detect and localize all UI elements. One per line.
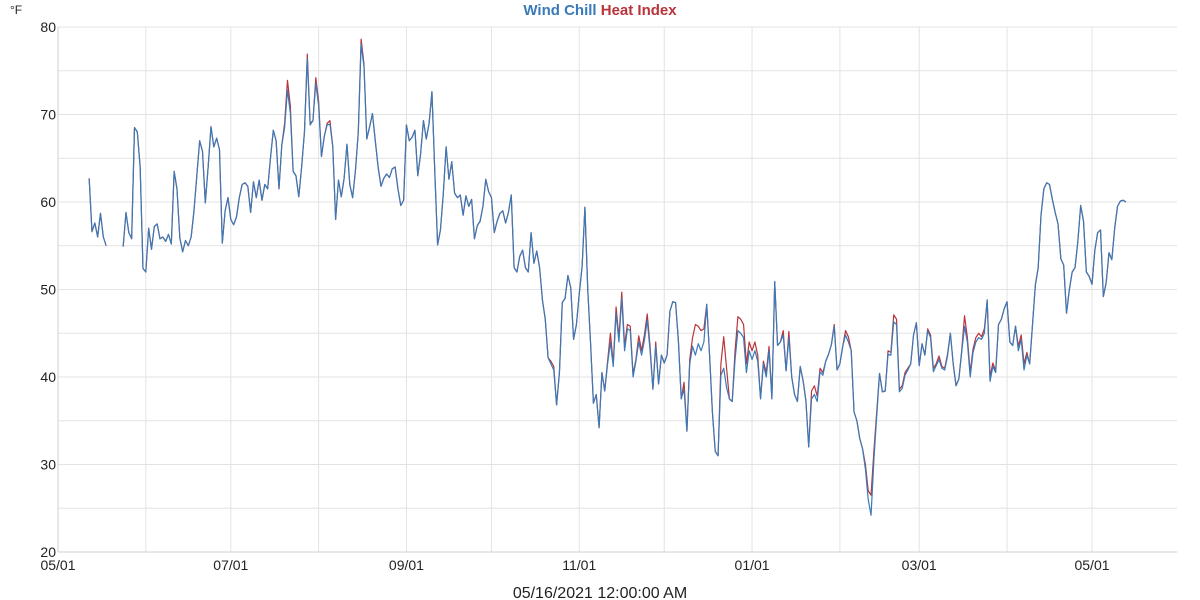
x-tick-label: 11/01: [562, 557, 596, 573]
x-axis-label: 05/16/2021 12:00:00 AM: [513, 585, 687, 600]
axes: [57, 27, 1177, 553]
y-tick-label: 50: [40, 282, 56, 298]
y-tick-label: 40: [40, 369, 56, 385]
grid: [58, 26, 1177, 552]
chart-title-part: Heat Index: [601, 2, 678, 19]
x-tick-label: 01/01: [735, 557, 770, 573]
series-line-wind-chill: [88, 43, 1127, 516]
series-line-heat-index: [88, 38, 1127, 496]
y-tick-label: 80: [40, 19, 56, 35]
x-tick-label: 07/01: [213, 557, 248, 573]
chart-title: Wind Chill Heat Index: [523, 2, 677, 19]
chart-title-text: Wind Chill Heat Index: [523, 2, 677, 19]
y-tick-label: 60: [40, 194, 56, 210]
x-axis-ticks: 05/01 07/01 09/01 11/01 01/01 03/01 05/01: [40, 557, 1109, 573]
y-tick-label: 20: [40, 544, 56, 560]
y-tick-label: 70: [40, 107, 56, 123]
y-tick-label: 30: [40, 457, 56, 473]
x-tick-label: 09/01: [389, 557, 424, 573]
series-lines: [88, 38, 1127, 516]
chart-title-part: Wind Chill: [523, 2, 596, 19]
y-axis-unit: °F: [10, 3, 22, 17]
x-tick-label: 03/01: [902, 557, 937, 573]
x-tick-label: 05/01: [40, 557, 75, 573]
x-tick-label: 05/01: [1074, 557, 1109, 573]
y-axis-ticks: 20 30 40 50 60 70 80: [40, 19, 56, 560]
